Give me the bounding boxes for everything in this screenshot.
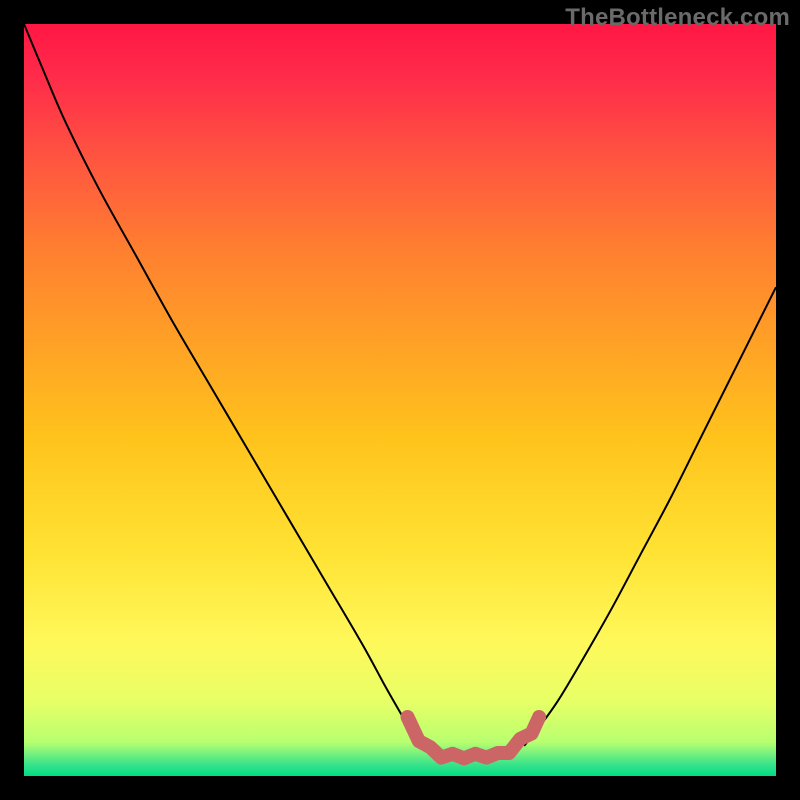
heatmap-plot [0, 0, 800, 800]
watermark-text: TheBottleneck.com [565, 4, 790, 32]
gradient-background [24, 24, 776, 776]
chart-container: TheBottleneck.com [0, 0, 800, 800]
